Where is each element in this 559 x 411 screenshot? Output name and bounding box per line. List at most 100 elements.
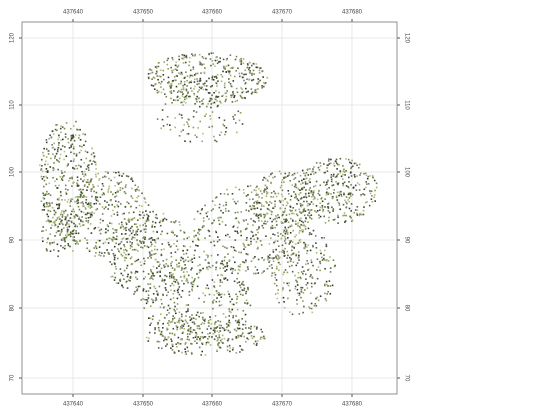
cloud-point [296,203,298,205]
cloud-point [226,329,228,331]
point-cloud-view: 4376404376404376504376504376604376604376… [0,0,559,411]
cloud-point [282,190,284,192]
cloud-point [312,245,314,247]
cloud-point [307,221,309,223]
cloud-point [156,238,158,240]
cloud-point [149,324,151,326]
cloud-point [186,311,188,313]
cloud-point [217,320,219,322]
cloud-point [240,230,242,232]
cloud-point [284,240,286,242]
cloud-point [221,339,223,341]
cloud-point [204,318,206,320]
cloud-point [101,229,103,231]
cloud-point [320,253,322,255]
cloud-point [81,146,83,148]
cloud-point [202,103,204,105]
cloud-point [259,70,261,72]
cloud-point [223,328,225,330]
cloud-point [225,131,227,133]
cloud-point [68,226,70,228]
cloud-point [160,332,162,334]
cloud-point [336,159,338,161]
cloud-point [374,200,376,202]
cloud-point [47,238,49,240]
cloud-point [273,242,275,244]
cloud-point [192,286,194,288]
cloud-point [49,205,51,207]
left-tick-label: 120 [10,32,16,43]
cloud-point [188,275,190,277]
cloud-point [42,171,44,173]
cloud-point [125,233,127,235]
cloud-point [144,198,146,200]
cloud-point [151,277,153,279]
cloud-point [239,345,241,347]
cloud-point [170,338,172,340]
cloud-point [149,211,151,213]
cloud-point [231,246,233,248]
cloud-point [81,211,83,213]
cloud-point [135,286,137,288]
cloud-point [48,153,50,155]
cloud-point [190,141,192,143]
cloud-point [114,229,116,231]
cloud-point [68,229,70,231]
cloud-point [166,344,168,346]
cloud-point [46,214,48,216]
cloud-point [307,168,309,170]
cloud-point [80,178,82,180]
cloud-point [73,211,75,213]
cloud-point [123,249,125,251]
cloud-point [116,191,118,193]
cloud-point [222,221,224,223]
cloud-point [242,332,244,334]
cloud-point [197,312,199,314]
cloud-point [296,187,298,189]
cloud-point [218,220,220,222]
cloud-point [289,172,291,174]
cloud-point [76,242,78,244]
cloud-point [245,327,247,329]
cloud-point [91,232,93,234]
cloud-point [287,283,289,285]
cloud-point [71,185,73,187]
cloud-point [126,175,128,177]
cloud-point [149,284,151,286]
cloud-point [297,258,299,260]
cloud-point [288,174,290,176]
cloud-point [347,199,349,201]
cloud-point [305,228,307,230]
cloud-point [223,267,225,269]
cloud-point [75,134,77,136]
cloud-point [62,145,64,147]
cloud-point [345,170,347,172]
cloud-point [256,63,258,65]
cloud-point [275,274,277,276]
cloud-point [343,170,345,172]
cloud-point [357,206,359,208]
cloud-point [243,91,245,93]
cloud-point [95,176,97,178]
cloud-point [338,195,340,197]
cloud-point [183,238,185,240]
cloud-point [107,191,109,193]
cloud-point [287,232,289,234]
cloud-point [257,247,259,249]
cloud-point [169,91,171,93]
cloud-point [333,192,335,194]
cloud-point [287,251,289,253]
cloud-point [132,263,134,265]
cloud-point [70,152,72,154]
cloud-point [198,298,200,300]
cloud-point [271,221,273,223]
cloud-point [233,118,235,120]
cloud-point [137,234,139,236]
cloud-point [165,289,167,291]
cloud-point [191,267,193,269]
cloud-point [245,229,247,231]
cloud-point [330,267,332,269]
cloud-point [210,242,212,244]
cloud-point [160,225,162,227]
cloud-point [317,278,319,280]
